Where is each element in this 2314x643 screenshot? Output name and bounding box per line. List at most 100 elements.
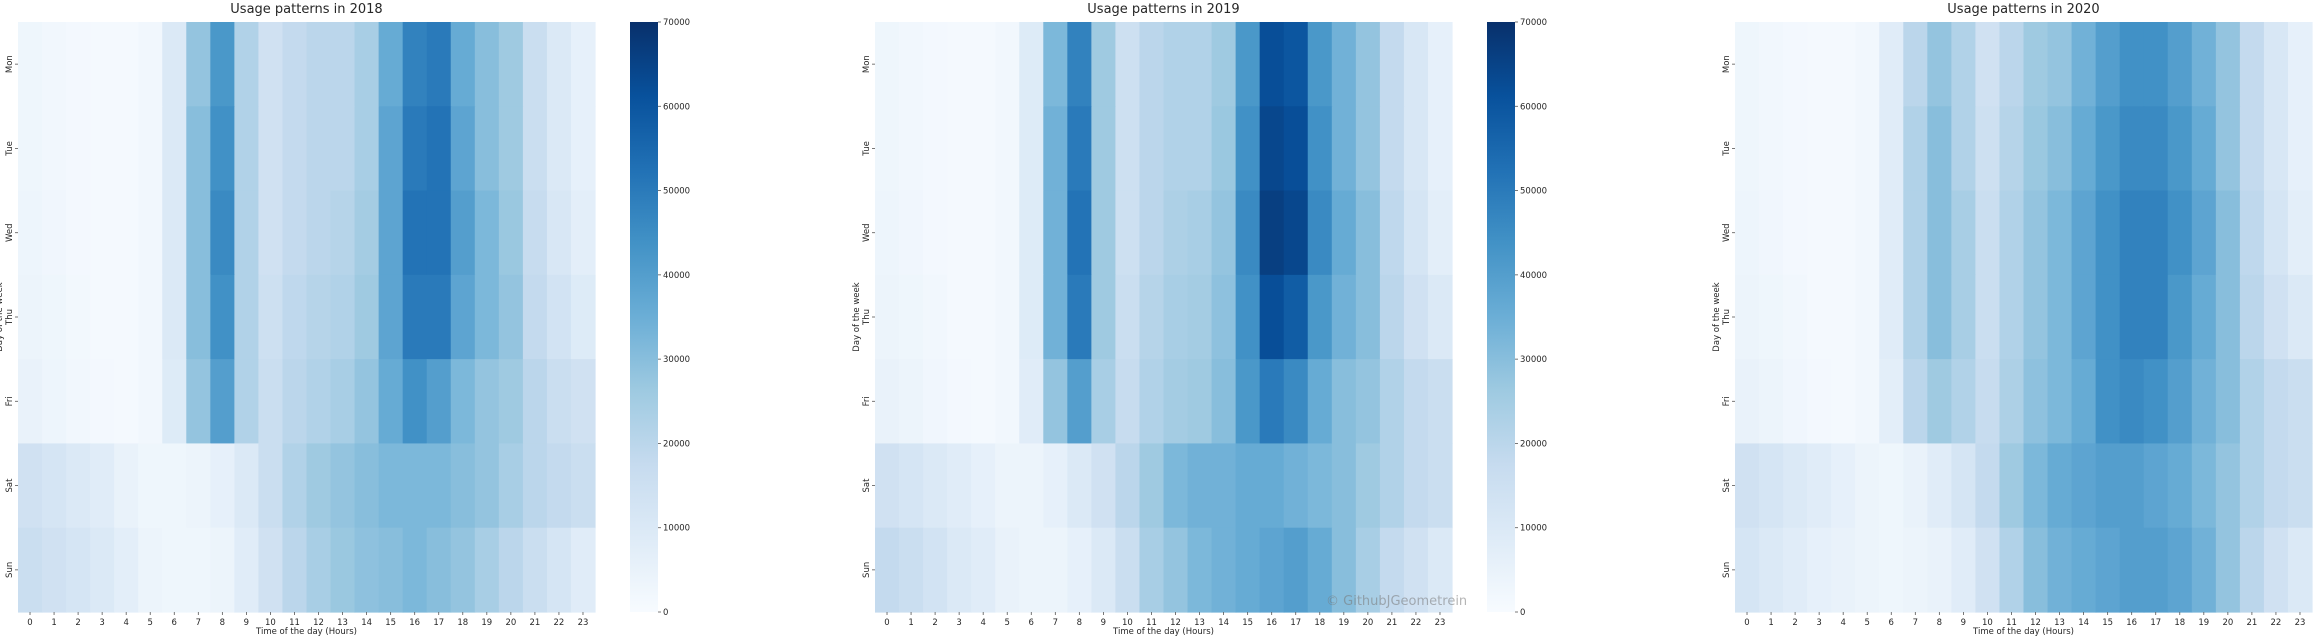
heatmap-cell [1139, 22, 1165, 107]
heatmap-cell [1951, 527, 1977, 613]
heatmap-cell [42, 274, 67, 360]
x-tick-label: 1 [908, 618, 913, 628]
heatmap-cell [1927, 527, 1952, 613]
heatmap-cell [1163, 359, 1189, 445]
heatmap-cell [2191, 22, 2217, 107]
heatmap-cell [498, 527, 524, 613]
heatmap-cell [1043, 527, 1068, 613]
heatmap-cell [2143, 22, 2169, 107]
heatmap-cell [1187, 359, 1213, 445]
heatmap-cell [2167, 359, 2193, 445]
heatmap-cell [1807, 274, 1832, 360]
panel-title: Usage patterns in 2020 [1947, 2, 2099, 17]
heatmap-cell [1235, 359, 1261, 445]
x-tick-label: 10 [1122, 618, 1133, 628]
heatmap-cell [2047, 190, 2073, 276]
heatmap-cell [66, 106, 91, 192]
heatmap-cell [138, 22, 163, 107]
x-tick-label: 22 [554, 618, 565, 628]
heatmap-cell [2167, 22, 2193, 107]
heatmap-cell [1283, 22, 1309, 107]
heatmap-cell [1307, 190, 1333, 276]
heatmap-cell [2287, 527, 2313, 613]
heatmap-cell [378, 527, 404, 613]
heatmap-cell [2119, 274, 2145, 360]
heatmap-cell [2119, 443, 2145, 529]
x-tick-label: 7 [1053, 618, 1058, 628]
heatmap-cell [2119, 359, 2145, 445]
heatmap-cell [2215, 359, 2241, 445]
heatmap-cell [354, 190, 380, 276]
heatmap-cell [1235, 106, 1261, 192]
x-tick-label: 20 [505, 618, 516, 628]
x-tick-label: 16 [2126, 618, 2137, 628]
x-tick-label: 14 [1218, 618, 1229, 628]
heatmap-cell [378, 22, 404, 107]
heatmap-cell [1975, 359, 2001, 445]
heatmap-cell [1355, 106, 1381, 192]
y-tick-label: Thu [862, 309, 872, 326]
heatmap-cell [2023, 190, 2049, 276]
heatmap-cell [899, 527, 924, 613]
heatmap-cell [1019, 443, 1044, 529]
heatmap-cell [1019, 190, 1044, 276]
heatmap-cell [1807, 527, 1832, 613]
x-tick-label: 8 [220, 618, 225, 628]
heatmap-cell [2239, 274, 2265, 360]
heatmap-cell [1163, 527, 1189, 613]
heatmap-cell [1259, 359, 1285, 445]
x-tick-label: 8 [1077, 618, 1082, 628]
heatmap-cell [2071, 22, 2097, 107]
heatmap-cell [306, 527, 332, 613]
heatmap-cell [210, 190, 235, 276]
heatmap-cell [1783, 443, 1808, 529]
heatmap-cell [971, 190, 996, 276]
heatmap-cell [2287, 190, 2313, 276]
heatmap-cell [570, 527, 596, 613]
heatmap-cell [1163, 190, 1189, 276]
heatmap-cell [2215, 274, 2241, 360]
heatmap-cell [474, 443, 500, 529]
colorbar-tick-label: 20000 [663, 439, 690, 449]
heatmap-cell [1379, 443, 1405, 529]
heatmap-cell [1879, 527, 1904, 613]
x-tick-label: 19 [2198, 618, 2209, 628]
heatmap-cell [923, 527, 948, 613]
heatmap-cell [2191, 274, 2217, 360]
heatmap-cell [402, 274, 428, 360]
heatmap-cell [2143, 106, 2169, 192]
heatmap-cell [1999, 359, 2025, 445]
heatmap-cell [1355, 22, 1381, 107]
x-tick-label: 11 [1146, 618, 1157, 628]
heatmap-cell [2143, 190, 2169, 276]
heatmap-cell [2095, 106, 2121, 192]
colorbar-tick-label: 40000 [663, 271, 690, 281]
heatmap-cell [1091, 22, 1117, 107]
heatmap-cell [1783, 22, 1808, 107]
heatmap-cell [1975, 106, 2001, 192]
x-tick-label: 5 [1865, 618, 1870, 628]
heatmap-cell [1735, 443, 1760, 529]
x-tick-label: 2 [932, 618, 937, 628]
heatmap-cell [282, 274, 308, 360]
x-tick-label: 23 [578, 618, 589, 628]
heatmap-cell [258, 527, 284, 613]
colorbar-tick-label: 0 [663, 608, 668, 618]
heatmap-cell [1403, 190, 1429, 276]
y-tick-label: Fri [862, 396, 872, 406]
heatmap-cell [114, 274, 139, 360]
heatmap-cell [1427, 359, 1453, 445]
heatmap-cell [1879, 190, 1904, 276]
heatmap-cell [402, 106, 428, 192]
x-tick-label: 20 [2222, 618, 2233, 628]
heatmap-cell [354, 359, 380, 445]
heatmap-cell [306, 274, 332, 360]
heatmap-cell [426, 443, 452, 529]
y-tick-label: Mon [5, 55, 15, 73]
heatmap-cell [1927, 274, 1952, 360]
heatmap-cell [378, 106, 404, 192]
x-tick-label: 9 [1961, 618, 1966, 628]
heatmap-cell [1999, 443, 2025, 529]
heatmap-cell [1115, 443, 1141, 529]
heatmap-cell [282, 106, 308, 192]
